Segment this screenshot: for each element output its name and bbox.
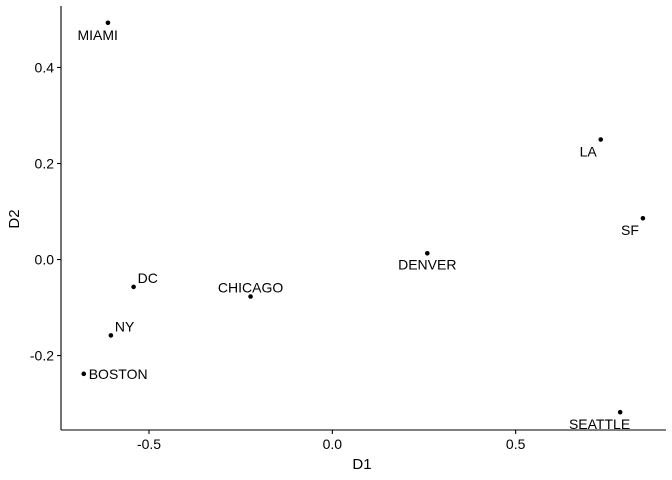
y-axis-title: D2 (6, 209, 23, 228)
point-labels: MIAMI LA SF DENVER DC CHICAGO NY BOSTON SEATTLE (77, 27, 638, 432)
x-tick-label: 0.5 (506, 436, 526, 452)
data-point-seattle (617, 409, 623, 415)
data-point-ny (108, 333, 114, 338)
y-tick-label: 0.0 (35, 252, 55, 268)
axes: -0.5 0.0 0.5 -0.2 0.0 0.2 0.4 (30, 6, 666, 452)
x-tick-label: -0.5 (137, 436, 161, 452)
data-point-denver (425, 250, 430, 256)
x-axis-title: D1 (352, 456, 371, 473)
y-tick-label: 0.2 (35, 155, 55, 171)
point-label-seattle: SEATTLE (569, 416, 630, 432)
data-point-la (598, 137, 604, 142)
data-point-chicago (248, 294, 253, 299)
point-label-ny: NY (115, 318, 135, 334)
data-point-boston (81, 371, 87, 377)
data-points (81, 20, 646, 415)
data-point-sf (640, 215, 646, 221)
point-label-chicago: CHICAGO (218, 280, 283, 296)
x-tick-label: 0.0 (323, 436, 343, 452)
point-label-miami: MIAMI (77, 27, 117, 43)
y-tick-label: -0.2 (30, 348, 54, 364)
point-label-la: LA (580, 143, 598, 159)
point-label-dc: DC (138, 270, 158, 286)
point-label-sf: SF (621, 222, 639, 238)
point-label-boston: BOSTON (89, 366, 148, 382)
data-point-miami (105, 20, 111, 26)
data-point-dc (131, 284, 136, 290)
y-tick-label: 0.4 (35, 59, 55, 75)
point-label-denver: DENVER (398, 256, 456, 272)
